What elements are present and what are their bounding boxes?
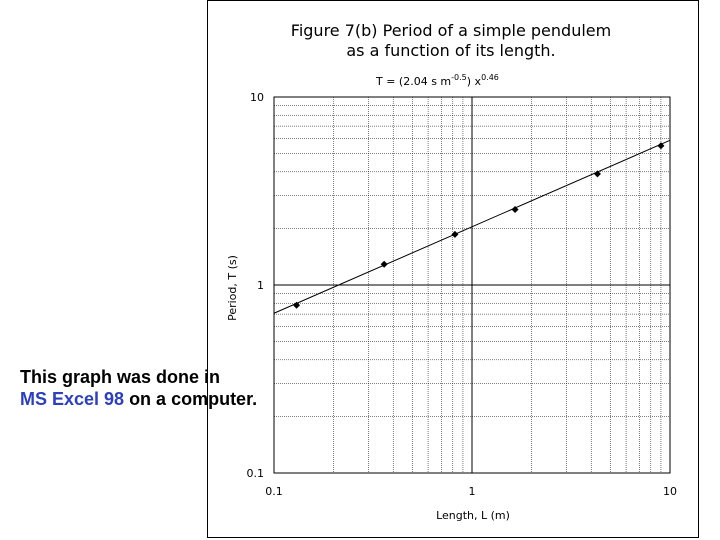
- pendulum-chart: Figure 7(b) Period of a simple pendulem …: [226, 21, 677, 522]
- x-tick-label: 0.1: [265, 485, 283, 498]
- caption-highlight: MS Excel 98: [20, 389, 125, 409]
- equation-prefix: T = (2.04 s m: [375, 75, 451, 88]
- fit-line: [273, 139, 671, 314]
- x-tick-label: 10: [663, 485, 677, 498]
- data-point: [451, 230, 459, 238]
- y-tick-label: 1: [257, 279, 264, 292]
- caption: This graph was done in MS Excel 98 on a …: [20, 366, 340, 410]
- x-tick-labels: 0.1 1 10: [265, 485, 677, 498]
- data-point: [593, 170, 601, 178]
- y-tick-labels: 0.1 1 10: [247, 91, 265, 480]
- data-point: [657, 142, 665, 150]
- x-axis-label: Length, L (m): [436, 509, 510, 522]
- data-point: [380, 260, 388, 268]
- data-point: [511, 206, 519, 214]
- y-tick-label: 0.1: [247, 467, 265, 480]
- y-tick-label: 10: [250, 91, 264, 104]
- equation-exp2: 0.46: [481, 73, 499, 82]
- caption-line1: This graph was done in: [20, 367, 221, 387]
- grid: [273, 96, 671, 474]
- chart-title-line2: as a function of its length.: [346, 41, 555, 60]
- x-tick-label: 1: [469, 485, 476, 498]
- data-point: [293, 301, 301, 309]
- data-points: [293, 142, 665, 309]
- equation-exp1: -0.5: [451, 73, 467, 82]
- fit-equation: T = (2.04 s m-0.5) x0.46: [375, 73, 499, 88]
- equation-mid: ) x: [467, 75, 482, 88]
- chart-frame: Figure 7(b) Period of a simple pendulem …: [207, 0, 699, 538]
- chart-title-line1: Figure 7(b) Period of a simple pendulem: [291, 21, 611, 40]
- caption-line2-rest: on a computer.: [124, 389, 258, 409]
- y-axis-label: Period, T (s): [226, 255, 239, 321]
- plot-area: [273, 96, 671, 474]
- caption-line2: MS Excel 98 on a computer.: [20, 388, 340, 410]
